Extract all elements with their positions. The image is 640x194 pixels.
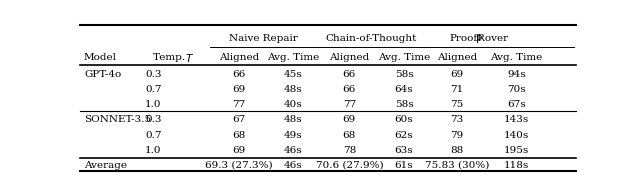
Text: 66: 66 bbox=[342, 85, 356, 94]
Text: 195s: 195s bbox=[504, 146, 529, 155]
Text: 66: 66 bbox=[342, 70, 356, 79]
Text: Naive Repair: Naive Repair bbox=[229, 35, 298, 43]
Text: 62s: 62s bbox=[395, 131, 413, 139]
Text: 143s: 143s bbox=[504, 115, 529, 124]
Text: 46s: 46s bbox=[284, 161, 303, 170]
Text: 46s: 46s bbox=[284, 146, 303, 155]
Text: 70s: 70s bbox=[507, 85, 526, 94]
Text: ProofRover: ProofRover bbox=[450, 35, 509, 43]
Text: Aligned: Aligned bbox=[437, 53, 477, 62]
Text: 69: 69 bbox=[232, 146, 245, 155]
Text: Aligned: Aligned bbox=[219, 53, 259, 62]
Text: $T$: $T$ bbox=[185, 52, 194, 64]
Text: 0.3: 0.3 bbox=[145, 115, 162, 124]
Text: 140s: 140s bbox=[504, 131, 529, 139]
Text: 66: 66 bbox=[232, 70, 245, 79]
Text: 67: 67 bbox=[232, 115, 245, 124]
Text: 64s: 64s bbox=[395, 85, 413, 94]
Text: Avg. Time: Avg. Time bbox=[267, 53, 319, 62]
Text: 58s: 58s bbox=[395, 70, 413, 79]
Text: 58s: 58s bbox=[395, 100, 413, 109]
Text: 79: 79 bbox=[451, 131, 463, 139]
Text: Temp.: Temp. bbox=[154, 53, 189, 62]
Text: 75: 75 bbox=[451, 100, 463, 109]
Text: 68: 68 bbox=[232, 131, 245, 139]
Text: 94s: 94s bbox=[507, 70, 526, 79]
Text: Average: Average bbox=[84, 161, 127, 170]
Text: Aligned: Aligned bbox=[329, 53, 369, 62]
Text: 67s: 67s bbox=[507, 100, 526, 109]
Text: Chain-of-Thought: Chain-of-Thought bbox=[326, 35, 417, 43]
Text: 63s: 63s bbox=[395, 146, 413, 155]
Text: 69.3 (27.3%): 69.3 (27.3%) bbox=[205, 161, 273, 170]
Text: 48s: 48s bbox=[284, 85, 303, 94]
Text: 1.0: 1.0 bbox=[145, 146, 162, 155]
Text: SONNET-3.5: SONNET-3.5 bbox=[84, 115, 151, 124]
Text: 69: 69 bbox=[232, 85, 245, 94]
Text: 77: 77 bbox=[232, 100, 245, 109]
Text: 70.6 (27.9%): 70.6 (27.9%) bbox=[316, 161, 383, 170]
Text: 0.7: 0.7 bbox=[145, 85, 162, 94]
Text: Model: Model bbox=[84, 53, 117, 62]
Text: 118s: 118s bbox=[504, 161, 529, 170]
Text: Avg. Time: Avg. Time bbox=[490, 53, 543, 62]
Text: 40s: 40s bbox=[284, 100, 303, 109]
Text: Avg. Time: Avg. Time bbox=[378, 53, 430, 62]
Text: 69: 69 bbox=[451, 70, 463, 79]
Text: 0.3: 0.3 bbox=[145, 70, 162, 79]
Text: 73: 73 bbox=[451, 115, 463, 124]
Text: 1.0: 1.0 bbox=[145, 100, 162, 109]
Text: 0.7: 0.7 bbox=[145, 131, 162, 139]
Text: 49s: 49s bbox=[284, 131, 303, 139]
Text: 75.83 (30%): 75.83 (30%) bbox=[425, 161, 489, 170]
Text: 68: 68 bbox=[342, 131, 356, 139]
Text: 88: 88 bbox=[451, 146, 463, 155]
Text: 71: 71 bbox=[451, 85, 463, 94]
Text: $\mathsf{P}_{}$: $\mathsf{P}_{}$ bbox=[476, 34, 483, 44]
Text: 78: 78 bbox=[342, 146, 356, 155]
Text: GPT-4o: GPT-4o bbox=[84, 70, 121, 79]
Text: 45s: 45s bbox=[284, 70, 303, 79]
Text: 60s: 60s bbox=[395, 115, 413, 124]
Text: 77: 77 bbox=[342, 100, 356, 109]
Text: 48s: 48s bbox=[284, 115, 303, 124]
Text: 61s: 61s bbox=[395, 161, 413, 170]
Text: 69: 69 bbox=[342, 115, 356, 124]
